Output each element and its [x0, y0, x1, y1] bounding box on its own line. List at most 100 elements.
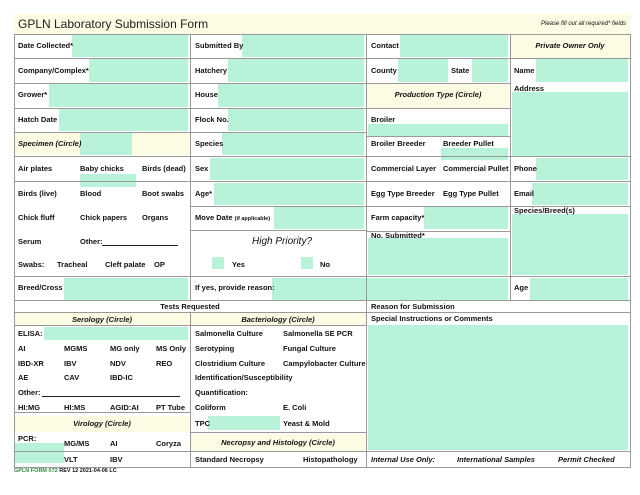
virology-coryza[interactable]: Coryza: [156, 439, 182, 448]
serology-ai[interactable]: AI: [18, 344, 26, 353]
specimen-blood[interactable]: Blood: [80, 189, 102, 198]
high-priority-label: High Priority?: [252, 236, 313, 247]
special-instructions-field[interactable]: [368, 325, 628, 450]
specimen-chick-fluff[interactable]: Chick fluff: [18, 213, 55, 222]
swab-tracheal[interactable]: Tracheal: [57, 260, 88, 269]
species-breed-field[interactable]: [512, 214, 628, 275]
bact-campylobacter-culture[interactable]: Campylobacter Culture: [283, 359, 366, 368]
serology-hi-ms[interactable]: HI:MS: [64, 403, 86, 412]
bact-clostridium-culture[interactable]: Clostridium Culture: [195, 359, 266, 368]
production-type-header: Production Type (Circle): [394, 90, 482, 99]
specimen-organs[interactable]: Organs: [142, 213, 169, 222]
no-checkbox[interactable]: [301, 257, 313, 269]
specimen-birds-dead[interactable]: Birds (dead): [142, 164, 186, 173]
production-field-2[interactable]: [441, 148, 508, 160]
owner-age-field[interactable]: [530, 278, 628, 300]
specimen-air-plates[interactable]: Air plates: [18, 164, 53, 173]
swabs-label: Swabs:: [18, 260, 45, 269]
yes-checkbox[interactable]: [212, 257, 224, 269]
pcr-field[interactable]: [14, 443, 64, 463]
sex-field[interactable]: [210, 158, 364, 180]
quant-yeast-mold[interactable]: Yeast & Mold: [283, 419, 330, 428]
age-field[interactable]: [214, 183, 364, 205]
private-owner-header: Private Owner Only: [535, 41, 605, 50]
pcr-label: PCR:: [18, 434, 37, 443]
specimen-serum[interactable]: Serum: [18, 237, 42, 246]
serology-other-line[interactable]: [42, 396, 180, 397]
bact-serotyping[interactable]: Serotyping: [195, 344, 235, 353]
no-submitted-field[interactable]: [368, 238, 508, 275]
production-egg-type-pullet[interactable]: Egg Type Pullet: [443, 189, 499, 198]
date-collected-field[interactable]: [72, 35, 188, 57]
house-field[interactable]: [218, 84, 364, 107]
form-revision: REV 12 2021-04-06 LC: [59, 468, 117, 474]
address-field[interactable]: [512, 92, 628, 156]
no-label: No: [320, 260, 330, 269]
specimen-extra-field[interactable]: [80, 174, 136, 187]
serology-ndv[interactable]: NDV: [110, 359, 126, 368]
serology-hi-mg[interactable]: HI:MG: [18, 403, 41, 412]
phone-label: Phone: [514, 164, 537, 173]
serology-ibd-ic[interactable]: IBD-IC: [110, 373, 133, 382]
histopathology[interactable]: Histopathology: [303, 455, 358, 464]
state-field[interactable]: [472, 59, 508, 82]
specimen-other-line[interactable]: [102, 245, 178, 246]
serology-mgms[interactable]: MGMS: [64, 344, 88, 353]
serology-pt-tube[interactable]: PT Tube: [156, 403, 186, 412]
production-commercial-pullet[interactable]: Commercial Pullet: [443, 164, 509, 173]
flock-no-field[interactable]: [228, 109, 364, 131]
bact-salmonella-se-pcr[interactable]: Salmonella SE PCR: [283, 329, 353, 338]
virology-ibv[interactable]: IBV: [110, 455, 123, 464]
swab-op[interactable]: OP: [154, 260, 165, 269]
priority-reason-field[interactable]: [272, 278, 508, 300]
specimen-field[interactable]: [80, 133, 132, 155]
serology-ms-only[interactable]: MS Only: [156, 344, 187, 353]
bact-fungal-culture[interactable]: Fungal Culture: [283, 344, 336, 353]
standard-necropsy[interactable]: Standard Necropsy: [195, 455, 264, 464]
quant-coliform[interactable]: Coliform: [195, 403, 226, 412]
serology-ibv[interactable]: IBV: [64, 359, 77, 368]
specimen-chick-papers[interactable]: Chick papers: [80, 213, 128, 222]
phone-field[interactable]: [536, 158, 628, 180]
email-field[interactable]: [532, 183, 628, 205]
serology-reo[interactable]: REO: [156, 359, 173, 368]
submitted-by-field[interactable]: [242, 35, 364, 57]
move-date-field[interactable]: [274, 207, 364, 229]
company-field[interactable]: [89, 59, 188, 82]
name-field[interactable]: [536, 59, 628, 82]
serology-cav[interactable]: CAV: [64, 373, 80, 382]
county-field[interactable]: [398, 59, 448, 82]
production-egg-type-breeder[interactable]: Egg Type Breeder: [371, 189, 435, 198]
virology-ai[interactable]: AI: [110, 439, 118, 448]
serology-ae[interactable]: AE: [18, 373, 29, 382]
virology-vlt[interactable]: VLT: [64, 455, 78, 464]
elisa-field[interactable]: [44, 327, 188, 340]
species-field[interactable]: [222, 133, 364, 155]
serology-agid-ai[interactable]: AGID:AI: [110, 403, 139, 412]
production-commercial-layer[interactable]: Commercial Layer: [371, 164, 437, 173]
serology-header: Serology (Circle): [71, 315, 132, 324]
bact-identification[interactable]: Identification/Susceptibility: [195, 373, 293, 382]
farm-capacity-field[interactable]: [424, 207, 508, 229]
specimen-birds-live[interactable]: Birds (live): [18, 189, 57, 198]
production-broiler-breeder[interactable]: Broiler Breeder: [371, 139, 426, 148]
specimen-baby-chicks[interactable]: Baby chicks: [80, 164, 124, 173]
hatch-date-field[interactable]: [59, 109, 188, 131]
serology-mg-only[interactable]: MG only: [110, 344, 140, 353]
tpc-field[interactable]: [208, 416, 280, 430]
production-breeder-pullet[interactable]: Breeder Pullet: [443, 139, 494, 148]
contact-field[interactable]: [400, 35, 508, 57]
yes-label: Yes: [232, 260, 245, 269]
specimen-boot-swabs[interactable]: Boot swabs: [142, 189, 185, 198]
bact-salmonella-culture[interactable]: Salmonella Culture: [195, 329, 263, 338]
virology-mg-ms[interactable]: MG/MS: [64, 439, 90, 448]
quant-tpc[interactable]: TPC: [195, 419, 210, 428]
breed-cross-field[interactable]: [64, 278, 188, 300]
serology-ibd-xr[interactable]: IBD-XR: [18, 359, 44, 368]
production-broiler[interactable]: Broiler: [371, 115, 396, 124]
hatchery-field[interactable]: [228, 59, 364, 82]
production-field-1[interactable]: [368, 124, 508, 136]
quant-ecoli[interactable]: E. Coli: [283, 403, 307, 412]
swab-cleft-palate[interactable]: Cleft palate: [105, 260, 146, 269]
grower-field[interactable]: [49, 84, 188, 107]
